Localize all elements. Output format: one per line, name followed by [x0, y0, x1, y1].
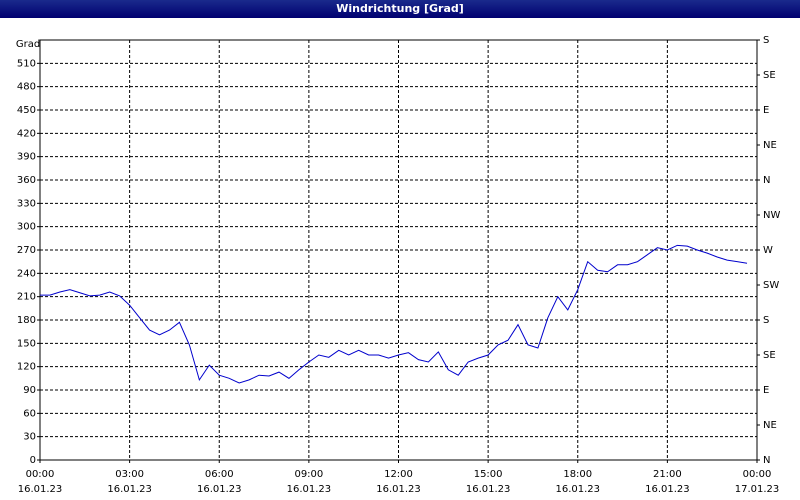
- y-tick-label: 150: [17, 338, 36, 349]
- y2-tick-label: SW: [763, 280, 779, 291]
- y2-tick-label: W: [763, 245, 773, 256]
- title-bar: Windrichtung [Grad]: [0, 0, 800, 18]
- y2-tick-label: SE: [763, 350, 776, 361]
- y-tick-label: 60: [23, 408, 36, 419]
- x-tick-label: 21:00: [653, 469, 682, 480]
- x-tick-date: 16.01.23: [376, 484, 421, 495]
- x-tick-label: 06:00: [205, 469, 234, 480]
- y2-tick-label: N: [763, 175, 770, 186]
- x-tick-label: 00:00: [26, 469, 55, 480]
- y2-tick-label: NE: [763, 140, 777, 151]
- data-line: [40, 244, 748, 384]
- y-tick-label: 30: [23, 432, 36, 443]
- y-tick-label: 450: [17, 105, 36, 116]
- x-tick-label: 00:00: [743, 469, 772, 480]
- y-tick-label: 360: [17, 175, 36, 186]
- y-tick-label: 510: [17, 58, 36, 69]
- y-tick-label: 420: [17, 128, 36, 139]
- y-tick-label: 0: [30, 455, 36, 466]
- y2-tick-label: S: [763, 35, 769, 46]
- y-tick-label: 120: [17, 362, 36, 373]
- y-tick-label: 240: [17, 268, 36, 279]
- y2-tick-label: NW: [763, 210, 780, 221]
- x-tick-label: 15:00: [474, 469, 503, 480]
- y2-tick-label: NE: [763, 420, 777, 431]
- x-tick-label: 18:00: [563, 469, 592, 480]
- x-tick-date: 16.01.23: [107, 484, 152, 495]
- x-tick-date: 17.01.23: [735, 484, 780, 495]
- x-tick-date: 16.01.23: [197, 484, 242, 495]
- y-tick-label: 300: [17, 222, 36, 233]
- y2-tick-label: N: [763, 455, 770, 466]
- y-tick-label: 390: [17, 152, 36, 163]
- y-tick-label: 210: [17, 292, 36, 303]
- y-axis-label: Grad: [16, 39, 40, 50]
- x-tick-date: 16.01.23: [466, 484, 511, 495]
- y-tick-label: 480: [17, 82, 36, 93]
- y-tick-label: 330: [17, 198, 36, 209]
- y2-tick-label: S: [763, 315, 769, 326]
- x-tick-date: 16.01.23: [645, 484, 690, 495]
- y-tick-label: 180: [17, 315, 36, 326]
- y2-tick-label: E: [763, 385, 769, 396]
- x-tick-date: 16.01.23: [555, 484, 600, 495]
- x-tick-date: 16.01.23: [287, 484, 332, 495]
- y2-tick-label: E: [763, 105, 769, 116]
- x-tick-label: 12:00: [384, 469, 413, 480]
- y-tick-label: 90: [23, 385, 36, 396]
- x-tick-date: 16.01.23: [18, 484, 63, 495]
- y-tick-label: 270: [17, 245, 36, 256]
- x-tick-label: 09:00: [294, 469, 323, 480]
- y2-tick-label: SE: [763, 70, 776, 81]
- x-tick-label: 03:00: [115, 469, 144, 480]
